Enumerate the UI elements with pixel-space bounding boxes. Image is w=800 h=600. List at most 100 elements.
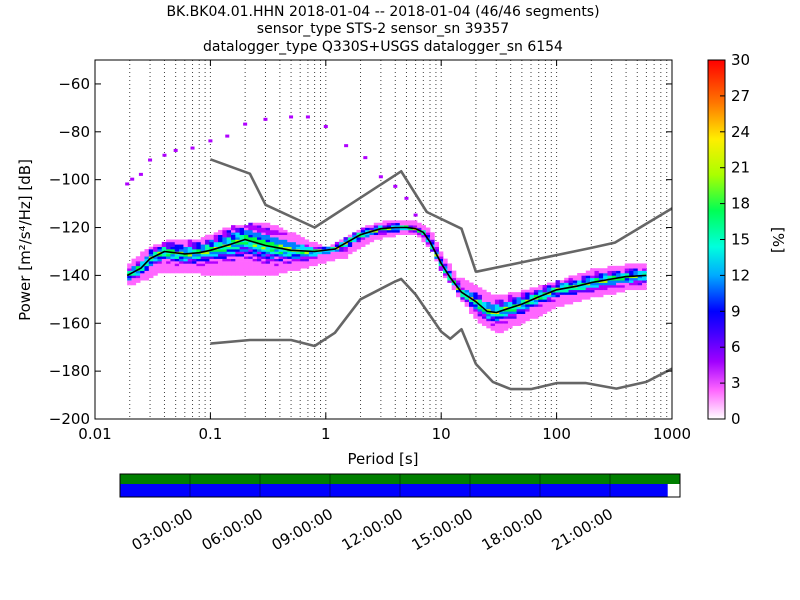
- heatmap-cell: [205, 265, 210, 269]
- heatmap-cell: [607, 273, 613, 276]
- heatmap-cell: [460, 284, 465, 288]
- heatmap-cell: [317, 251, 323, 255]
- heatmap-cell: [282, 249, 288, 252]
- heatmap-cell: [218, 263, 223, 267]
- heatmap-cell: [274, 268, 279, 271]
- heatmap-cell: [551, 282, 556, 286]
- heatmap-cell: [196, 241, 202, 245]
- heatmap-cell: [256, 239, 262, 243]
- outlier-point: [173, 148, 178, 152]
- heatmap-cell: [417, 232, 422, 236]
- heatmap-cell: [594, 289, 600, 293]
- heatmap-cell: [209, 258, 215, 262]
- heatmap-cell: [174, 239, 180, 243]
- heatmap-cell: [352, 232, 357, 236]
- heatmap-cell: [274, 249, 279, 252]
- heatmap-cell: [590, 282, 595, 286]
- heatmap-cell: [443, 265, 448, 269]
- heatmap-cell: [494, 299, 500, 303]
- heatmap-cell: [490, 296, 496, 300]
- heatmap-cell: [209, 263, 215, 267]
- heatmap-cell: [525, 306, 530, 310]
- heatmap-cell: [642, 268, 647, 271]
- heatmap-cell: [192, 253, 197, 257]
- heatmap-cell: [231, 265, 236, 269]
- heatmap-cell: [235, 249, 240, 252]
- heatmap-cell: [616, 282, 621, 286]
- heatmap-cell: [598, 289, 604, 293]
- heatmap-cell: [620, 287, 626, 291]
- heatmap-cell: [252, 227, 258, 231]
- heatmap-cell: [542, 289, 548, 293]
- heatmap-cell: [256, 261, 262, 264]
- heatmap-cell: [481, 311, 487, 314]
- heatmap-cell: [369, 232, 375, 236]
- heatmap-cell: [157, 246, 163, 250]
- heatmap-cell: [490, 294, 496, 298]
- heatmap-cell: [356, 246, 362, 250]
- heatmap-cell: [226, 251, 232, 255]
- heatmap-cell: [222, 268, 227, 271]
- heatmap-cell: [516, 311, 522, 314]
- heatmap-cell: [196, 270, 202, 274]
- heatmap-cell: [499, 296, 504, 300]
- heatmap-cell: [135, 263, 141, 267]
- heatmap-cell: [360, 237, 366, 240]
- heatmap-cell: [278, 234, 284, 238]
- heatmap-cell: [261, 227, 266, 231]
- heatmap-cell: [209, 261, 215, 264]
- heatmap-cell: [170, 270, 176, 274]
- heatmap-cell: [395, 225, 401, 228]
- heatmap-cell: [507, 296, 513, 300]
- heatmap-cell: [252, 258, 258, 262]
- heatmap-cell: [153, 258, 158, 262]
- heatmap-cell: [559, 294, 565, 298]
- heatmap-cell: [611, 265, 617, 269]
- heatmap-cell: [581, 287, 587, 291]
- heatmap-cell: [503, 323, 509, 326]
- colorbar: 0 3 6 9 12 15 18 21 24 27 30 [%]: [707, 51, 787, 428]
- heatmap-cell: [507, 313, 513, 317]
- heatmap-cell: [620, 273, 626, 276]
- heatmap-cell: [343, 256, 349, 259]
- heatmap-cell: [391, 232, 396, 236]
- heatmap-cell: [577, 296, 582, 300]
- heatmap-cell: [611, 280, 617, 283]
- heatmap-cell: [300, 256, 305, 259]
- heatmap-cell: [443, 273, 448, 276]
- heatmap-cell: [153, 261, 158, 264]
- heatmap-cell: [538, 299, 543, 303]
- heatmap-cell: [616, 289, 621, 293]
- heatmap-cell: [187, 265, 193, 269]
- heatmap-cell: [503, 306, 509, 310]
- y-tick-label: −100: [49, 171, 90, 189]
- heatmap-cell: [239, 253, 245, 257]
- heatmap-cell: [577, 292, 582, 295]
- heatmap-cell: [598, 277, 604, 281]
- heatmap-cell: [572, 287, 578, 291]
- heatmap-cell: [200, 244, 206, 247]
- heatmap-cell: [239, 270, 245, 274]
- heatmap-cell: [481, 301, 487, 305]
- heatmap-cell: [282, 258, 288, 262]
- outlier-point: [138, 172, 143, 176]
- heatmap-cell: [196, 256, 202, 259]
- heatmap-cell: [256, 227, 262, 231]
- heatmap-cell: [161, 270, 167, 274]
- heatmap-cell: [269, 227, 275, 231]
- heatmap-cell: [477, 299, 483, 303]
- heatmap-cell: [140, 268, 145, 271]
- heatmap-cell: [282, 253, 288, 257]
- heatmap-cell: [205, 234, 210, 238]
- heatmap-cell: [542, 311, 548, 314]
- heatmap-cell: [200, 270, 206, 274]
- heatmap-cell: [239, 241, 245, 245]
- heatmap-cell: [218, 249, 223, 252]
- heatmap-cell: [291, 251, 297, 255]
- heatmap-cell: [577, 273, 582, 276]
- heatmap-cell: [226, 261, 232, 264]
- y-tick-label: −160: [49, 314, 90, 332]
- heatmap-cell: [235, 251, 240, 255]
- heatmap-cell: [607, 270, 613, 274]
- x-tick-label: 100: [542, 425, 571, 443]
